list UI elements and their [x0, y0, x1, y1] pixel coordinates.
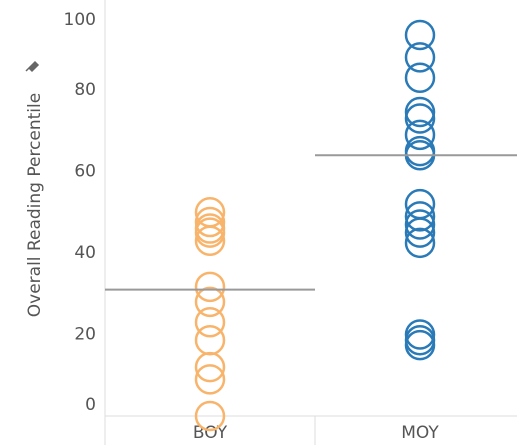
data-point [194, 307, 226, 338]
data-point [194, 324, 226, 356]
data-point [404, 217, 436, 248]
data-point [404, 209, 436, 240]
pin-icon [25, 60, 40, 73]
data-point [194, 206, 226, 238]
data-point [194, 217, 226, 248]
data-point [404, 201, 436, 232]
data-point [194, 225, 226, 257]
y-tick-label: 0 [85, 395, 96, 415]
data-point [404, 42, 436, 73]
y-tick-label: 60 [74, 162, 96, 182]
x-tick-label: BOY [193, 423, 228, 443]
data-point [194, 351, 226, 383]
y-tick-label: 100 [64, 10, 96, 30]
data-point [404, 329, 436, 361]
data-point [194, 400, 226, 432]
x-tick-label: MOY [401, 423, 439, 443]
y-tick-label: 40 [74, 243, 96, 263]
data-point [404, 96, 436, 128]
data-point [404, 103, 436, 134]
y-tick-label: 80 [74, 80, 96, 100]
y-axis-title: Overall Reading Percentile [25, 93, 45, 317]
data-point [404, 119, 436, 151]
data-point [404, 62, 436, 94]
data-point [194, 286, 226, 318]
data-point [194, 364, 226, 395]
y-tick-label: 20 [74, 325, 96, 345]
data-point [194, 271, 226, 303]
data-point [404, 19, 436, 51]
data-point [404, 227, 436, 259]
